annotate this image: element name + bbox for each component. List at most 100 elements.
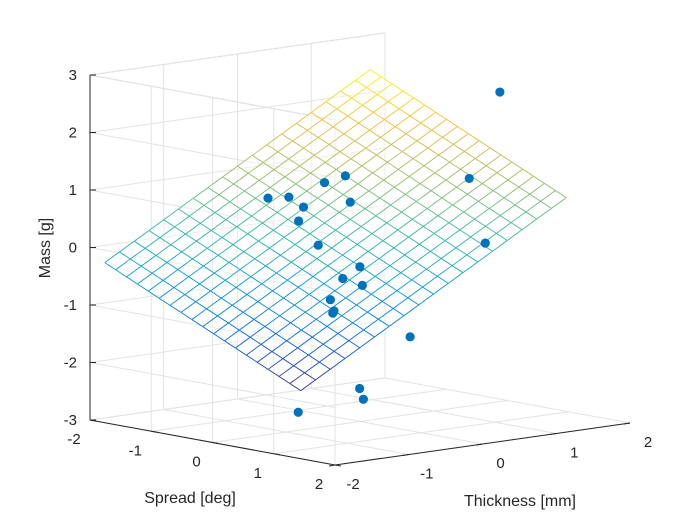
mesh-line (361, 165, 373, 174)
mesh-line (357, 172, 373, 185)
mesh-line (396, 279, 412, 291)
mesh-line (173, 276, 189, 288)
regression-surface (104, 69, 567, 392)
z-tick-label: -2 (64, 355, 77, 372)
mesh-line (169, 304, 182, 313)
mesh-line (405, 133, 418, 142)
mesh-line (288, 158, 300, 167)
mesh-line (236, 215, 252, 228)
mesh-line (162, 279, 175, 288)
y-tick-label: 0 (192, 454, 200, 471)
mesh-line (134, 240, 146, 249)
mesh-line (246, 294, 259, 302)
mesh-line (331, 247, 343, 256)
mesh-line (386, 222, 398, 231)
mesh-line (419, 233, 435, 245)
gridline (89, 32, 386, 76)
mesh-line (104, 251, 120, 264)
mesh-line (391, 144, 403, 152)
mesh-line (213, 322, 229, 335)
z-tick-label: -3 (64, 412, 77, 429)
mesh-line (485, 225, 497, 234)
mesh-line (451, 254, 468, 266)
mesh-line (376, 144, 392, 156)
mesh-line (261, 272, 277, 285)
mesh-line (346, 226, 362, 238)
mesh-line (275, 333, 287, 342)
mesh-line (228, 251, 245, 263)
mesh-line (262, 151, 279, 163)
mesh-line (199, 283, 211, 292)
mesh-line (203, 254, 219, 267)
mesh-line (506, 229, 523, 241)
mesh-line (456, 186, 468, 195)
mesh-line (372, 161, 388, 174)
mesh-line (281, 133, 293, 142)
mesh-line (427, 147, 439, 156)
mesh-line (385, 283, 398, 292)
mesh-line (261, 283, 273, 292)
mesh-line (437, 275, 449, 284)
mesh-line (492, 190, 505, 199)
mesh-line (366, 76, 382, 88)
mesh-line (235, 286, 248, 295)
y-tick (151, 430, 158, 433)
mesh-line (442, 126, 458, 138)
z-tick-label: -1 (64, 297, 77, 314)
mesh-line (464, 140, 480, 152)
mesh-line (533, 175, 545, 184)
mesh-line (375, 204, 391, 217)
mesh-line (225, 208, 241, 220)
mesh-line (334, 279, 350, 292)
mesh-line (342, 183, 359, 195)
mesh-line (326, 326, 339, 334)
data-point (328, 308, 338, 318)
y-tick-label: -1 (129, 442, 142, 459)
mesh-line (390, 193, 406, 206)
mesh-line (191, 308, 207, 320)
mesh-line (325, 162, 337, 170)
mesh-line (233, 172, 249, 185)
mesh-line (540, 200, 552, 209)
data-points (263, 87, 505, 417)
mesh-line (163, 208, 179, 221)
mesh-line (510, 211, 527, 224)
mesh-line (181, 240, 197, 253)
mesh-line (312, 326, 328, 338)
mesh-line (309, 222, 325, 235)
x-tick (402, 454, 409, 456)
mesh-line (299, 165, 311, 174)
mesh-line (235, 336, 251, 349)
data-point (340, 171, 350, 181)
mesh-line (242, 311, 255, 320)
mesh-line (413, 97, 425, 106)
mesh-line (529, 193, 541, 202)
mesh-line (408, 165, 425, 177)
mesh-line (273, 169, 286, 178)
mesh-line (433, 283, 449, 295)
mesh-line (253, 319, 266, 327)
mesh-line (260, 333, 277, 345)
mesh-line (257, 301, 270, 310)
mesh-line (371, 233, 384, 242)
mesh-line (446, 119, 458, 127)
data-point (263, 193, 273, 203)
mesh-line (466, 254, 478, 263)
mesh-line (445, 168, 461, 181)
mesh-line (273, 158, 290, 170)
mesh-line (115, 258, 131, 271)
mesh-line (249, 336, 262, 345)
mesh-line (259, 169, 275, 181)
mesh-line (401, 211, 413, 220)
mesh-line (440, 247, 457, 259)
mesh-line (151, 272, 164, 281)
mesh-line (137, 283, 149, 292)
mesh-line (478, 200, 490, 209)
mesh-line (398, 97, 415, 110)
mesh-line (191, 319, 203, 328)
mesh-line (359, 336, 375, 349)
mesh-line (404, 254, 416, 263)
mesh-line (405, 183, 421, 195)
mesh-line (525, 200, 541, 213)
